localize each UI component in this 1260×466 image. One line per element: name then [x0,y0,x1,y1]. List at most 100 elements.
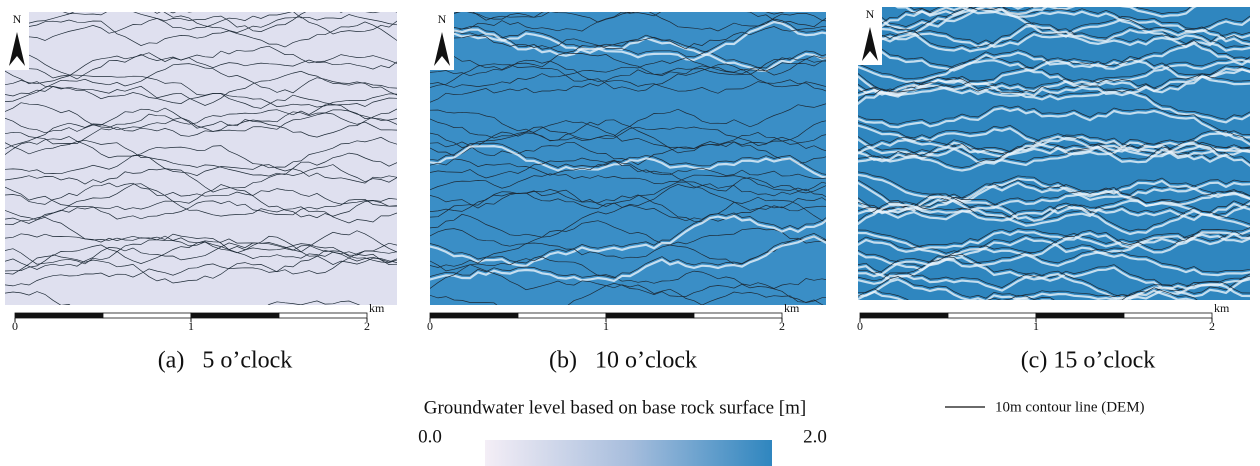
north-arrow [9,32,25,66]
contour-line [5,235,397,265]
contour-line [858,270,1250,297]
scale-label: 0 [12,319,18,333]
contour-line [430,109,826,154]
colorbar [485,440,772,466]
contours [853,7,1258,338]
scale-label: 2 [779,319,785,333]
contour-line [430,52,826,88]
contour-line [5,97,397,150]
streak [858,135,1250,172]
contour-line [5,63,397,102]
contour-line [430,233,826,279]
contour-line [430,120,826,148]
scale-label: 1 [188,319,194,333]
scale-unit: km [369,301,385,315]
contour-line [5,108,397,145]
contour-line [5,183,397,224]
contour-line [5,19,397,48]
contour-line [430,55,826,88]
contour-line [5,198,397,222]
scale-segment [190,312,280,319]
contour-line [430,118,826,164]
contour-line [5,136,397,169]
scale-segment [1123,312,1213,319]
contour-line [853,304,1258,338]
contour-line [5,230,397,275]
scale-label: 0 [857,319,863,333]
contour-line [5,139,397,184]
contour-line [858,7,1191,30]
contour-line [5,291,361,305]
streak [858,278,1250,300]
streak [858,189,1250,215]
contour-line [430,264,824,305]
scale-unit: km [1214,301,1230,315]
contour-line [5,107,397,134]
streak [430,20,826,62]
north-label: N [866,7,875,21]
streak [895,7,1076,17]
contour-line [430,196,826,238]
colorbar-min: 0.0 [418,426,442,447]
north-arrow [434,32,450,66]
contour-line [425,317,830,344]
streak [858,256,1250,298]
contour-line [430,79,826,103]
contour-line [430,26,826,50]
contour-line [430,57,826,88]
contours [425,12,830,344]
contour-line [5,182,397,205]
streak [858,173,1250,203]
contour-line [425,305,830,341]
contour-line [858,245,1250,273]
contour-line [5,86,397,108]
streak [858,24,1250,53]
contour-line [5,12,343,44]
streak [430,144,826,179]
streak [858,67,1250,96]
contour-line [5,250,397,284]
contour-line [858,253,1250,294]
contour-line [430,59,826,92]
contour-line [858,22,1250,49]
contour-line [858,133,1250,168]
contour-line [0,305,405,345]
scale-label: 2 [364,319,370,333]
contour-line [430,18,826,58]
contour-line [5,184,397,221]
contour-line [430,183,826,209]
contour-line [5,54,397,80]
scale-segment [605,312,695,319]
contour-line [430,220,826,247]
contour-line [442,12,785,23]
contour-line [5,12,397,31]
streak [858,289,1195,300]
scale-segment [1035,312,1125,319]
contour-line [858,46,1250,84]
panel-caption: (b) 10 o’clock [549,348,697,374]
streak [858,75,1250,97]
streak [858,51,1250,83]
streak [858,247,1250,277]
streak [858,203,1250,236]
panel-caption: (c) 15 o’clock [1021,348,1156,374]
streak [858,199,1250,227]
contour-line [430,12,826,35]
scale-segment [429,312,519,319]
contour-line [858,197,1250,224]
scale-segment [102,312,192,319]
contour-line [858,104,1250,135]
contour-line [0,306,405,335]
scale-unit: km [784,301,800,315]
scale-segment [859,312,949,319]
scale-label: 0 [427,319,433,333]
streak [430,214,826,268]
contour-line [858,73,1250,94]
scale-segment [278,312,368,319]
scale-label: 1 [603,319,609,333]
scale-segment [693,312,783,319]
contour-line [430,212,826,264]
contour-line [858,136,1250,156]
contour-line [430,173,826,192]
